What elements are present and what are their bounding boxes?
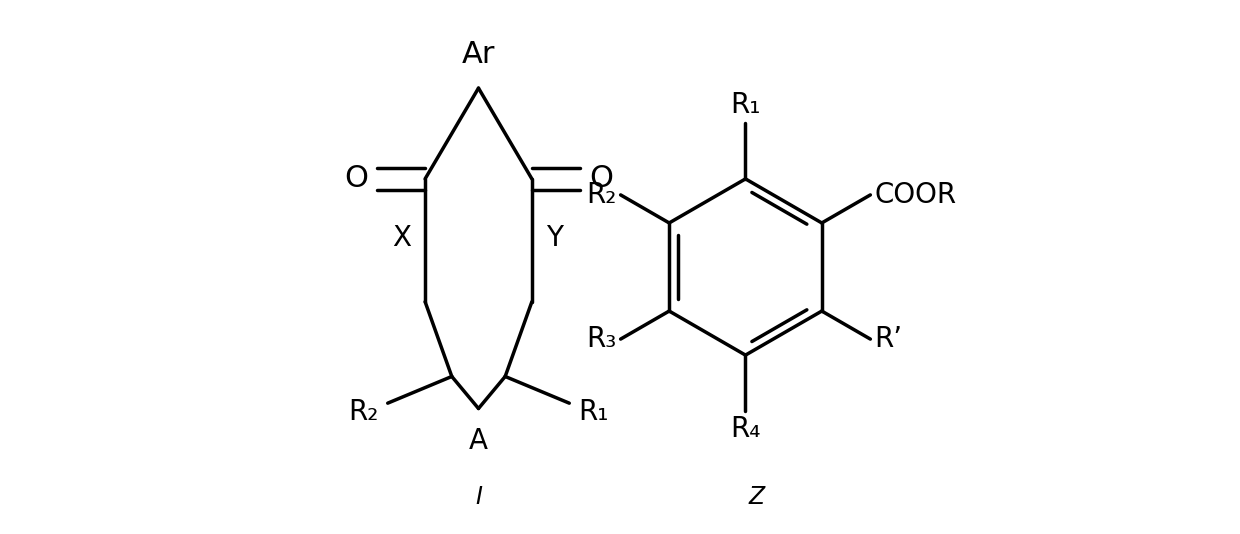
Text: Z: Z [748,485,764,508]
Text: Ar: Ar [461,41,495,69]
Text: R₁: R₁ [730,91,760,119]
Text: X: X [392,224,410,252]
Text: R₂: R₂ [587,181,616,209]
Text: Y: Y [547,224,563,252]
Text: R’: R’ [874,325,903,353]
Text: I: I [475,485,482,508]
Text: O: O [343,164,368,193]
Text: R₁: R₁ [578,398,609,426]
Text: A: A [469,427,489,455]
Text: R₄: R₄ [730,415,761,443]
Text: R₃: R₃ [587,325,616,353]
Text: COOR: COOR [874,181,957,209]
Text: O: O [589,164,613,193]
Text: R₂: R₂ [348,398,378,426]
